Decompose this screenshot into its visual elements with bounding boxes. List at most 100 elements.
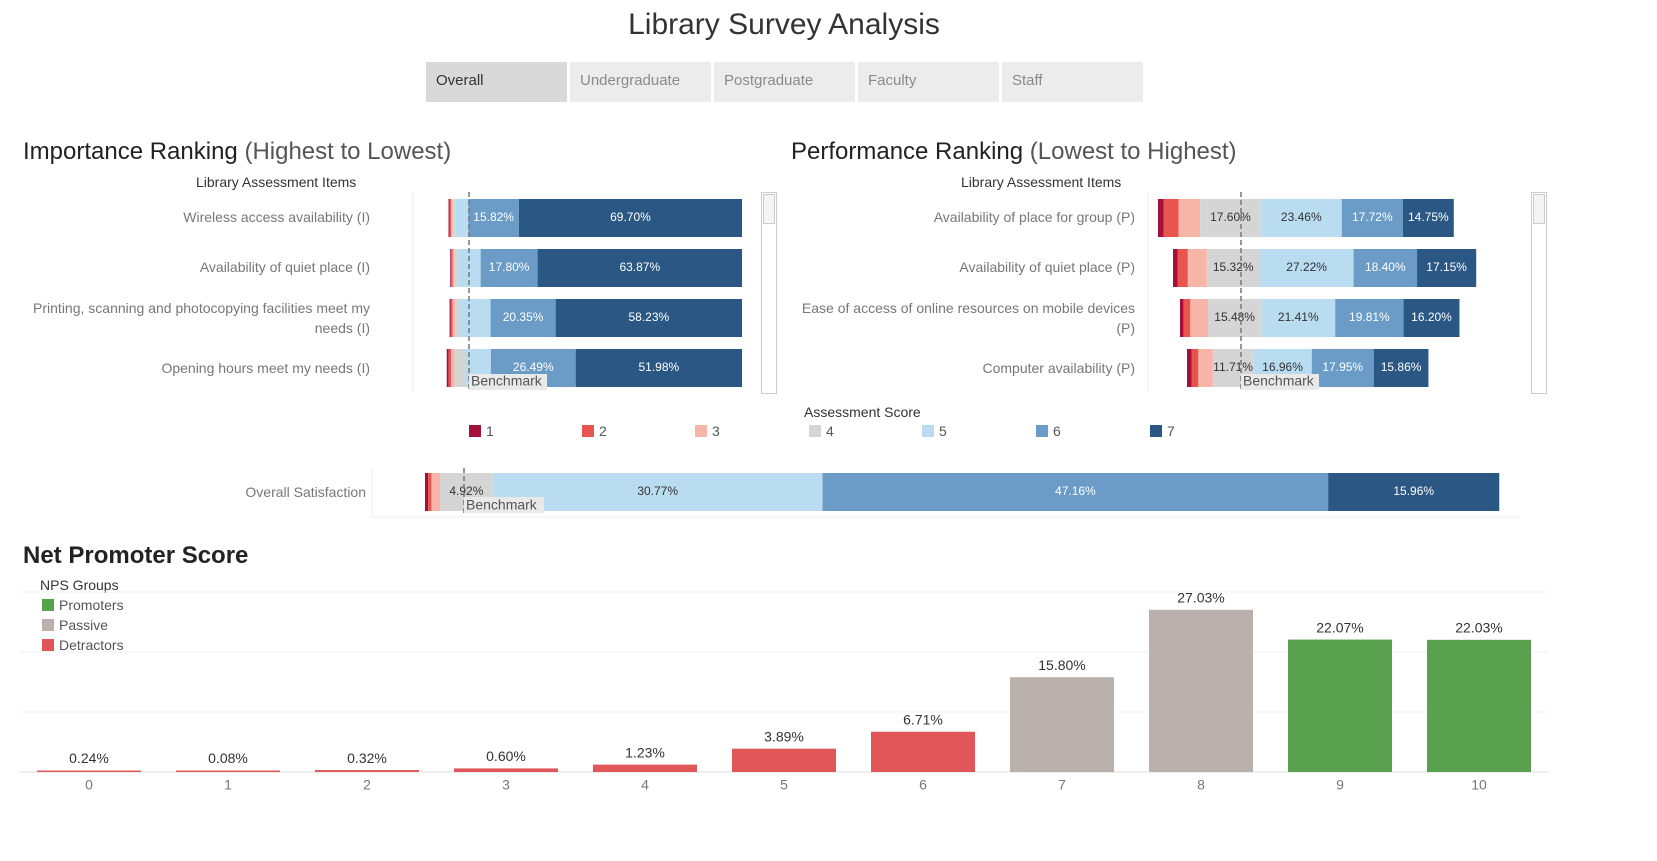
nps-legend-item[interactable]: Detractors: [42, 637, 124, 653]
legend-swatch: [42, 639, 54, 651]
satisfaction-data-label: 15.96%: [1393, 484, 1434, 498]
satisfaction-label: Overall Satisfaction: [245, 484, 366, 500]
nps-bar: [176, 770, 280, 772]
importance-bar-segment: [452, 299, 456, 337]
importance-section-title: Importance Ranking (Highest to Lowest): [23, 138, 451, 166]
importance-bar-segment: [458, 249, 481, 287]
importance-scrollbar[interactable]: [761, 192, 777, 394]
nps-legend-item[interactable]: Passive: [42, 617, 108, 633]
performance-scroll-thumb[interactable]: [1533, 194, 1545, 224]
score-legend-item[interactable]: 1: [469, 423, 494, 439]
performance-data-label: 14.75%: [1408, 210, 1449, 224]
nps-x-tick-label: 7: [1058, 777, 1066, 793]
satisfaction-data-label: 4.92%: [449, 484, 483, 498]
importance-bar-segment: [446, 349, 449, 387]
score-legend-item[interactable]: 7: [1150, 423, 1175, 439]
importance-data-label: 20.35%: [503, 310, 544, 324]
performance-data-label: 17.15%: [1426, 260, 1467, 274]
nps-legend-item[interactable]: Promoters: [42, 597, 124, 613]
performance-benchmark-bg: [1241, 374, 1319, 390]
importance-bar-segment: [455, 299, 460, 337]
importance-bar-segment: [449, 299, 451, 337]
importance-data-label: 26.49%: [513, 360, 554, 374]
nps-bar: [1149, 609, 1253, 772]
score-legend-item[interactable]: 3: [695, 423, 720, 439]
score-legend-item[interactable]: 6: [1036, 423, 1061, 439]
performance-bar-segment: [1402, 199, 1454, 237]
performance-bar-segment: [1187, 249, 1207, 287]
nps-x-tick-label: 10: [1471, 777, 1487, 793]
nps-value-label: 15.80%: [1038, 657, 1085, 673]
tab-staff[interactable]: Staff: [1002, 62, 1143, 102]
legend-label: 1: [486, 423, 494, 439]
satisfaction-bar-segment: [431, 473, 441, 511]
importance-bar-segment: [448, 199, 450, 237]
performance-bar-segment: [1200, 199, 1261, 237]
nps-legend-title: NPS Groups: [40, 577, 119, 593]
performance-bar-segment: [1335, 299, 1404, 337]
importance-bar-segment: [537, 249, 742, 287]
importance-bar-segment: [490, 299, 556, 337]
importance-data-label: 69.70%: [610, 210, 651, 224]
nps-value-label: 1.23%: [625, 744, 665, 760]
importance-row-label: Printing, scanning and photocopying faci…: [33, 300, 370, 336]
legend-swatch: [42, 599, 54, 611]
importance-bar-segment: [452, 249, 455, 287]
tab-overall[interactable]: Overall: [426, 62, 567, 102]
importance-scroll-thumb[interactable]: [763, 194, 775, 224]
nps-x-tick-label: 9: [1336, 777, 1344, 793]
nps-x-tick-label: 3: [502, 777, 510, 793]
nps-bar: [1288, 639, 1392, 772]
legend-label: 7: [1167, 423, 1175, 439]
performance-row-label: Computer availability (P): [982, 360, 1136, 376]
performance-data-label: 27.22%: [1286, 260, 1327, 274]
nps-bar: [37, 770, 141, 772]
performance-data-label: 17.95%: [1322, 360, 1363, 374]
performance-bar-segment: [1178, 199, 1201, 237]
nps-value-label: 27.03%: [1177, 590, 1224, 606]
nps-x-tick-label: 2: [363, 777, 371, 793]
nps-x-tick-label: 5: [780, 777, 788, 793]
importance-bar-segment: [490, 349, 576, 387]
tab-undergraduate[interactable]: Undergraduate: [570, 62, 711, 102]
performance-row-label: Ease of access of online resources on mo…: [801, 300, 1135, 336]
performance-scrollbar[interactable]: [1531, 192, 1547, 394]
importance-bar-segment: [451, 349, 455, 387]
performance-bar-segment: [1163, 199, 1179, 237]
satisfaction-bar-segment: [425, 473, 429, 511]
legend-swatch: [42, 619, 54, 631]
legend-swatch: [469, 425, 481, 437]
score-legend-item[interactable]: 2: [582, 423, 607, 439]
nps-bar: [1010, 677, 1114, 772]
performance-data-label: 17.72%: [1352, 210, 1393, 224]
legend-swatch: [695, 425, 707, 437]
score-legend-title: Assessment Score: [804, 404, 921, 420]
nps-x-tick-label: 1: [224, 777, 232, 793]
performance-bar-segment: [1259, 249, 1354, 287]
importance-bar-segment: [454, 349, 465, 387]
performance-bar-segment: [1187, 349, 1192, 387]
nps-value-label: 0.08%: [208, 750, 248, 766]
importance-bar-segment: [451, 249, 453, 287]
importance-row-label: Availability of quiet place (I): [199, 259, 370, 275]
legend-swatch: [809, 425, 821, 437]
nps-x-tick-label: 6: [919, 777, 927, 793]
score-legend-item[interactable]: 5: [922, 423, 947, 439]
performance-data-label: 15.32%: [1213, 260, 1254, 274]
nps-value-label: 22.03%: [1455, 620, 1502, 636]
legend-swatch: [582, 425, 594, 437]
tab-faculty[interactable]: Faculty: [858, 62, 999, 102]
importance-row-label: Wireless access availability (I): [183, 209, 370, 225]
performance-bar-segment: [1207, 299, 1262, 337]
importance-bar-segment: [452, 199, 456, 237]
performance-bar-segment: [1190, 299, 1208, 337]
performance-bar-segment: [1341, 199, 1403, 237]
performance-subtitle: (Lowest to Highest): [1029, 138, 1237, 165]
nps-value-label: 0.32%: [347, 750, 387, 766]
nps-bar: [593, 764, 697, 772]
performance-data-label: 19.81%: [1349, 310, 1390, 324]
performance-benchmark-label: Benchmark: [1243, 373, 1315, 389]
satisfaction-bar-segment: [440, 473, 493, 511]
tab-postgraduate[interactable]: Postgraduate: [714, 62, 855, 102]
score-legend-item[interactable]: 4: [809, 423, 834, 439]
